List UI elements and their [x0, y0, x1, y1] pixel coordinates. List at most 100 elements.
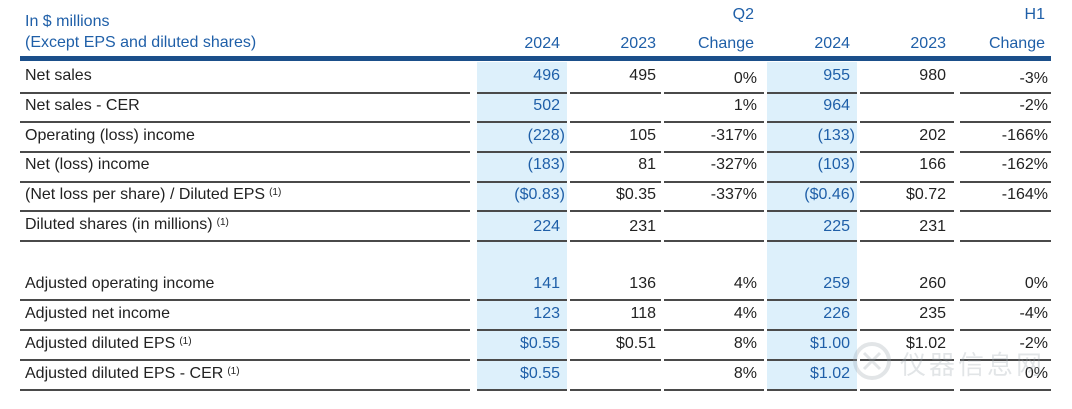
row-separator — [860, 210, 954, 212]
row-separator — [960, 329, 1051, 331]
row-separator — [477, 389, 567, 391]
row-separator — [960, 389, 1051, 391]
footnote-marker: (1) — [179, 336, 192, 347]
row-separator — [860, 240, 954, 242]
row-separator — [860, 181, 954, 183]
row-label: Adjusted diluted EPS (1) — [25, 334, 192, 354]
row-separator — [570, 299, 661, 301]
row-separator — [570, 121, 661, 123]
col-header-h1-2023: 2023 — [910, 35, 946, 52]
h1-change-value: -164% — [1001, 186, 1048, 203]
row-separator — [477, 151, 567, 153]
table-row: (Net loss per share) / Diluted EPS (1) ($… — [0, 181, 1072, 210]
watermark: 仪器信息网 — [850, 339, 1050, 383]
row-separator — [20, 92, 470, 94]
row-separator — [860, 389, 954, 391]
h1-2024-value: $1.00 — [809, 335, 850, 352]
row-separator — [664, 92, 764, 94]
row-separator — [860, 121, 954, 123]
table-row: Operating (loss) income (228) 105 -317% … — [0, 122, 1072, 151]
row-label: Diluted shares (in millions) (1) — [25, 215, 229, 235]
row-separator — [20, 121, 470, 123]
h1-2024-value: 226 — [823, 305, 850, 322]
h1-2024-value: (103) — [817, 156, 855, 173]
h1-2024-value: 259 — [823, 275, 850, 292]
col-header-h1-2024: 2024 — [814, 35, 850, 52]
row-label: Net sales — [25, 67, 92, 84]
h1-change-value: 0% — [1024, 275, 1048, 292]
row-separator — [664, 240, 764, 242]
q2-2023-value: 118 — [630, 305, 656, 322]
row-separator — [767, 359, 857, 361]
h1-change-value: -4% — [1019, 305, 1048, 322]
highlight-q2-2024 — [477, 62, 567, 390]
row-separator — [477, 210, 567, 212]
group-header-h1: H1 — [1024, 6, 1045, 23]
row-separator — [20, 299, 470, 301]
row-label: Operating (loss) income — [25, 127, 195, 144]
row-separator — [960, 181, 1051, 183]
q2-change-value: 8% — [733, 365, 757, 382]
q2-2024-value: 496 — [533, 67, 560, 84]
q2-change-value: 4% — [733, 305, 757, 322]
row-separator — [767, 389, 857, 391]
table-row: Net sales - CER 502 1% 964 -2% — [0, 92, 1072, 121]
table-row: Adjusted diluted EPS (1) $0.55 $0.51 8% $… — [0, 330, 1072, 359]
h1-change-value: -166% — [1001, 127, 1048, 144]
row-separator — [570, 389, 661, 391]
h1-2024-value: (133) — [817, 127, 855, 144]
unit-caption-sub: (Except EPS and diluted shares) — [25, 34, 257, 51]
row-separator — [20, 151, 470, 153]
row-separator — [860, 151, 954, 153]
h1-change-value: 0% — [1024, 365, 1048, 382]
h1-2024-value: 964 — [823, 97, 850, 114]
q2-change-value: -317% — [710, 127, 757, 144]
row-separator — [20, 329, 470, 331]
q2-2024-value: 502 — [533, 97, 560, 114]
col-header-q2-change: Change — [697, 35, 754, 52]
h1-change-value: -3% — [1019, 70, 1048, 87]
row-separator — [20, 181, 470, 183]
row-separator — [960, 92, 1051, 94]
watermark-logo-icon — [853, 342, 891, 380]
table-row: Diluted shares (in millions) (1) 224 231 … — [0, 211, 1072, 240]
col-header-q2-2023: 2023 — [620, 35, 656, 52]
row-separator — [664, 389, 764, 391]
col-header-q2-2024: 2024 — [524, 35, 560, 52]
row-separator — [477, 181, 567, 183]
row-separator — [477, 359, 567, 361]
header-rule — [20, 56, 1051, 61]
row-separator — [570, 329, 661, 331]
row-separator — [664, 151, 764, 153]
row-separator — [860, 359, 954, 361]
row-label: Net sales - CER — [25, 97, 140, 114]
row-separator — [960, 359, 1051, 361]
row-separator — [860, 299, 954, 301]
h1-change-value: -2% — [1019, 97, 1048, 114]
q2-change-value: 8% — [733, 335, 757, 352]
row-label: (Net loss per share) / Diluted EPS (1) — [25, 185, 281, 205]
row-label-text: Adjusted diluted EPS - CER — [25, 365, 224, 382]
row-separator — [960, 299, 1051, 301]
row-separator — [664, 181, 764, 183]
q2-2023-value: 81 — [638, 156, 656, 173]
h1-2024-value: $1.02 — [809, 365, 850, 382]
q2-2023-value: $0.51 — [615, 335, 656, 352]
h1-2023-value: 166 — [919, 156, 946, 173]
row-separator — [477, 92, 567, 94]
h1-2023-value: 235 — [919, 305, 946, 322]
group-header-q2: Q2 — [732, 6, 754, 23]
q2-2024-value: 123 — [533, 305, 560, 322]
row-separator — [767, 299, 857, 301]
q2-2024-value: 141 — [533, 275, 560, 292]
h1-change-value: -162% — [1001, 156, 1048, 173]
q2-2024-value: ($0.83) — [514, 186, 565, 203]
row-separator — [664, 210, 764, 212]
row-separator — [664, 299, 764, 301]
q2-change-value: -327% — [710, 156, 757, 173]
q2-2024-value: (228) — [527, 127, 565, 144]
row-separator — [767, 329, 857, 331]
row-separator — [860, 92, 954, 94]
table-row: Net (loss) income (183) 81 -327% (103) 1… — [0, 151, 1072, 180]
row-separator — [20, 389, 470, 391]
